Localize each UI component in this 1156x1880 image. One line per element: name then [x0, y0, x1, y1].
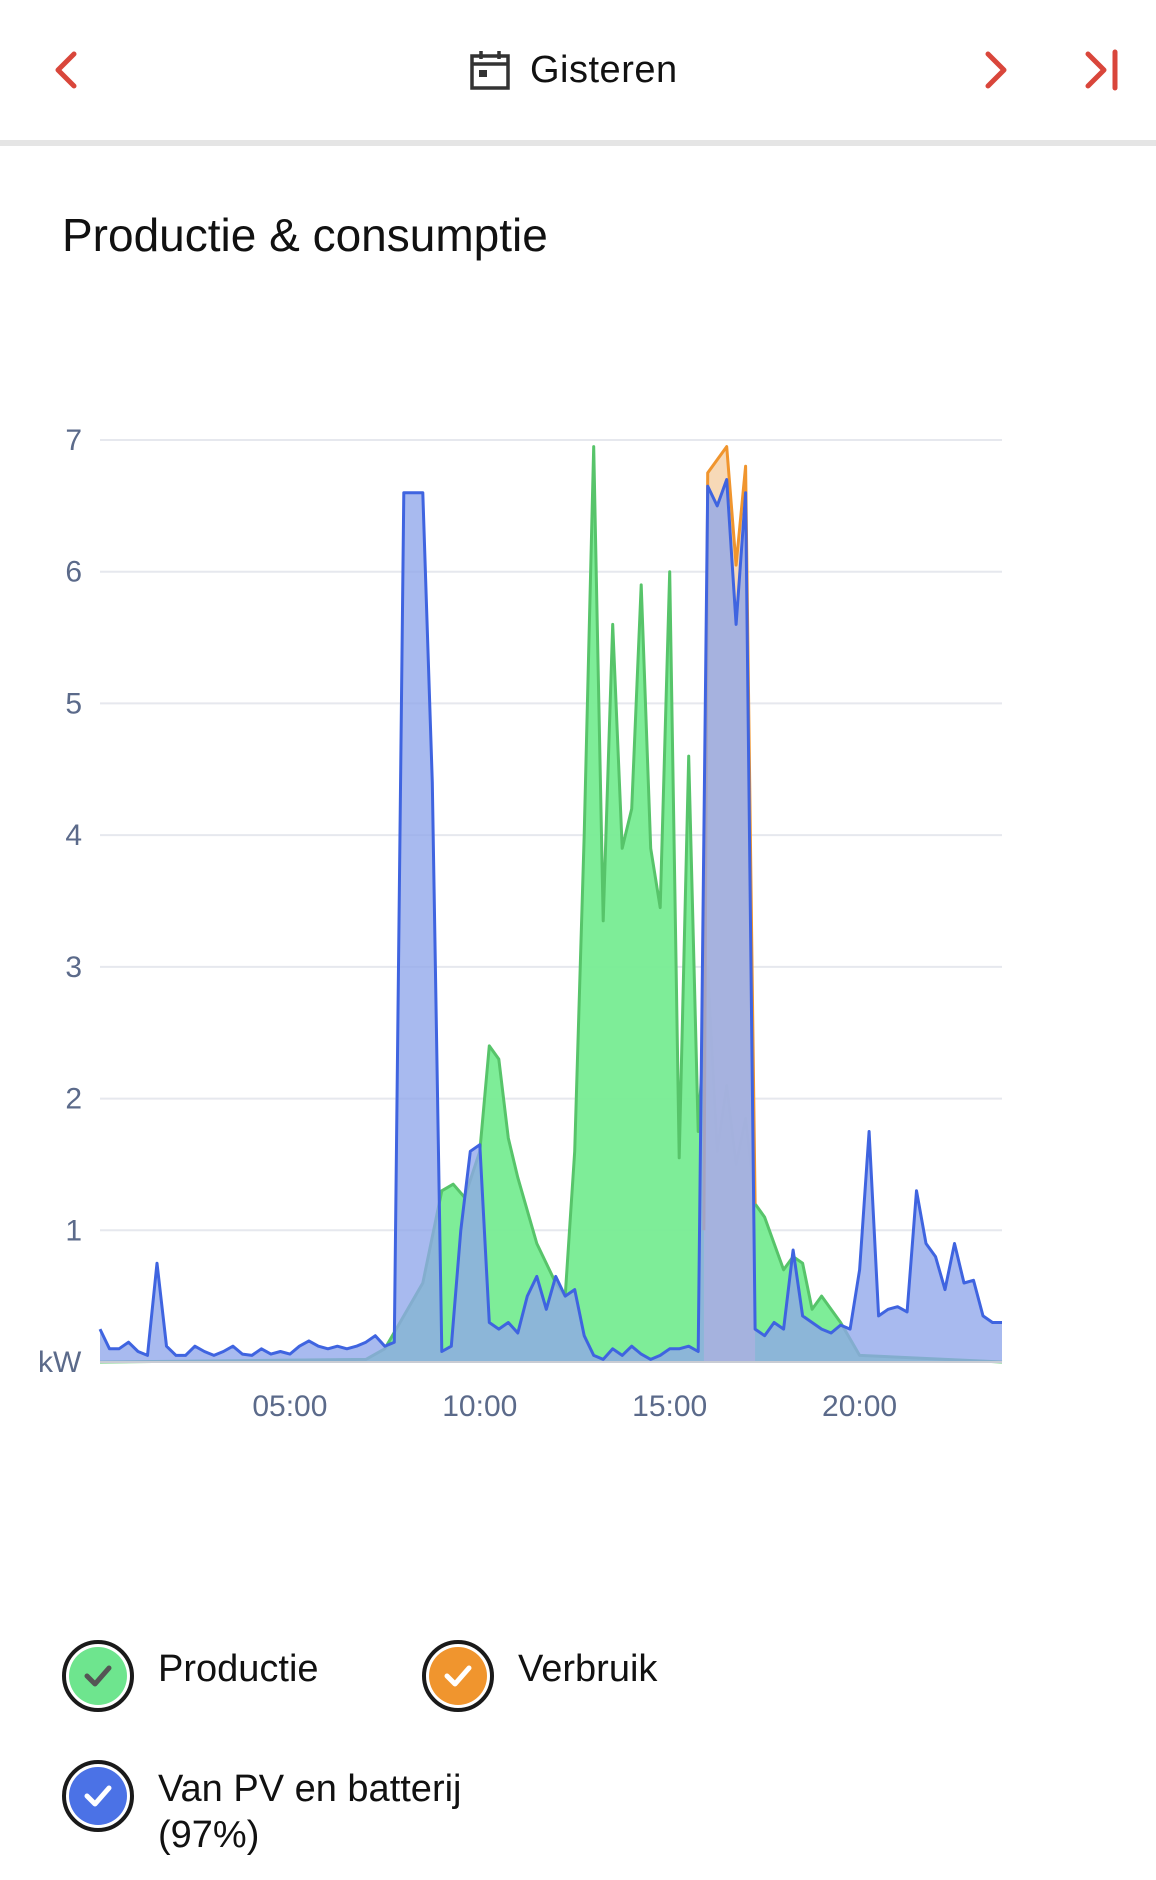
chart-areas	[98, 445, 1003, 1364]
x-tick-label: 05:00	[252, 1390, 327, 1423]
y-tick-label: 3	[65, 951, 82, 984]
chevron-left-icon	[55, 51, 77, 89]
legend-item-van-pv-en-batterij[interactable]: Van PV en batterij (97%)	[62, 1760, 461, 1858]
legend-toggle-verbruik[interactable]	[422, 1640, 494, 1712]
legend-label-verbruik: Verbruik	[518, 1648, 658, 1690]
legend-swatch-verbruik	[429, 1647, 487, 1705]
date-label: Gisteren	[530, 48, 678, 91]
production-consumption-chart: 1 2 3 4 5 6 7 05:00 10:00 15:00 20:00 kW	[38, 424, 1003, 1423]
legend-label-van-pv-en-batterij: Van PV en batterij (97%)	[158, 1760, 461, 1858]
calendar-icon	[470, 51, 510, 90]
legend-toggle-van-pv-en-batterij[interactable]	[62, 1760, 134, 1832]
top-bar-divider	[0, 140, 1156, 146]
section-title: Productie & consumptie	[62, 209, 548, 261]
checkmark-icon	[84, 1665, 112, 1687]
y-tick-label: 5	[65, 687, 82, 720]
checkmark-icon	[84, 1785, 112, 1807]
y-tick-label: 1	[65, 1214, 82, 1247]
previous-day-button[interactable]	[36, 40, 96, 100]
chevron-right-icon	[985, 51, 1007, 89]
legend-label-percentage: (97%)	[158, 1814, 260, 1856]
y-tick-label: 7	[65, 424, 82, 457]
series-line-van-pv-en-batterij	[98, 478, 1002, 1361]
chart-legend: Productie Verbruik Van PV en batterij (9…	[0, 1640, 1156, 1880]
x-tick-label: 10:00	[442, 1390, 517, 1423]
legend-item-verbruik[interactable]: Verbruik	[422, 1640, 657, 1712]
y-tick-label: 2	[65, 1083, 82, 1116]
legend-swatch-van-pv-en-batterij	[69, 1767, 127, 1825]
series-area-van-pv-en-batterij	[100, 479, 1002, 1362]
y-tick-label: 6	[65, 556, 82, 589]
skip-to-today-button[interactable]	[1072, 40, 1132, 100]
top-bar: Gisteren	[0, 0, 1156, 140]
x-tick-label: 20:00	[822, 1390, 897, 1423]
checkmark-icon	[444, 1665, 472, 1687]
legend-item-productie[interactable]: Productie	[62, 1640, 319, 1712]
legend-label-productie: Productie	[158, 1648, 319, 1690]
next-day-button[interactable]	[966, 40, 1026, 100]
x-tick-label: 15:00	[632, 1390, 707, 1423]
legend-label-text: Van PV en batterij	[158, 1768, 462, 1810]
date-selector[interactable]: Gisteren	[468, 40, 678, 100]
legend-toggle-productie[interactable]	[62, 1640, 134, 1712]
legend-swatch-productie	[69, 1647, 127, 1705]
y-tick-label: 4	[65, 819, 82, 852]
skip-to-end-icon	[1085, 49, 1118, 91]
y-axis-unit-label: kW	[38, 1346, 82, 1379]
chart-grid	[100, 439, 1002, 1232]
chart-axes: 1 2 3 4 5 6 7 05:00 10:00 15:00 20:00	[65, 424, 1002, 1423]
series-line-verbruik	[702, 445, 757, 1231]
